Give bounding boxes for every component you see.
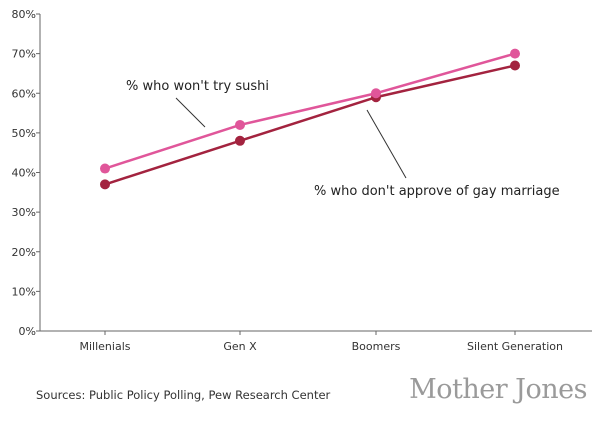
x-tick-label: Gen X xyxy=(223,340,257,353)
y-tick-label: 40% xyxy=(12,167,36,180)
y-tick-label: 30% xyxy=(12,206,36,219)
data-point xyxy=(510,48,520,59)
annotation-label: % who won't try sushi xyxy=(126,79,269,94)
y-tick-label: 10% xyxy=(12,285,36,298)
source-note: Sources: Public Policy Polling, Pew Rese… xyxy=(36,388,331,402)
x-tick-label: Millenials xyxy=(80,340,131,353)
data-point xyxy=(235,135,245,146)
data-point xyxy=(100,179,110,190)
brand-logo: Mother Jones xyxy=(409,374,587,405)
y-tick-label: 50% xyxy=(12,127,36,140)
y-tick-label: 80% xyxy=(12,8,36,21)
y-tick-label: 70% xyxy=(12,48,36,61)
data-point xyxy=(510,60,520,71)
y-tick-label: 20% xyxy=(12,246,36,259)
y-tick-label: 0% xyxy=(19,325,36,338)
data-point xyxy=(100,163,110,174)
annotation-label: % who don't approve of gay marriage xyxy=(314,184,560,199)
leader-line xyxy=(175,97,206,128)
x-tick-label: Silent Generation xyxy=(467,340,563,353)
series-line xyxy=(104,52,516,170)
y-tick-label: 60% xyxy=(12,87,36,100)
series-line xyxy=(104,64,516,186)
data-point xyxy=(235,119,245,130)
data-point xyxy=(371,88,381,99)
leader-line xyxy=(366,109,407,179)
x-tick-label: Boomers xyxy=(352,340,401,353)
